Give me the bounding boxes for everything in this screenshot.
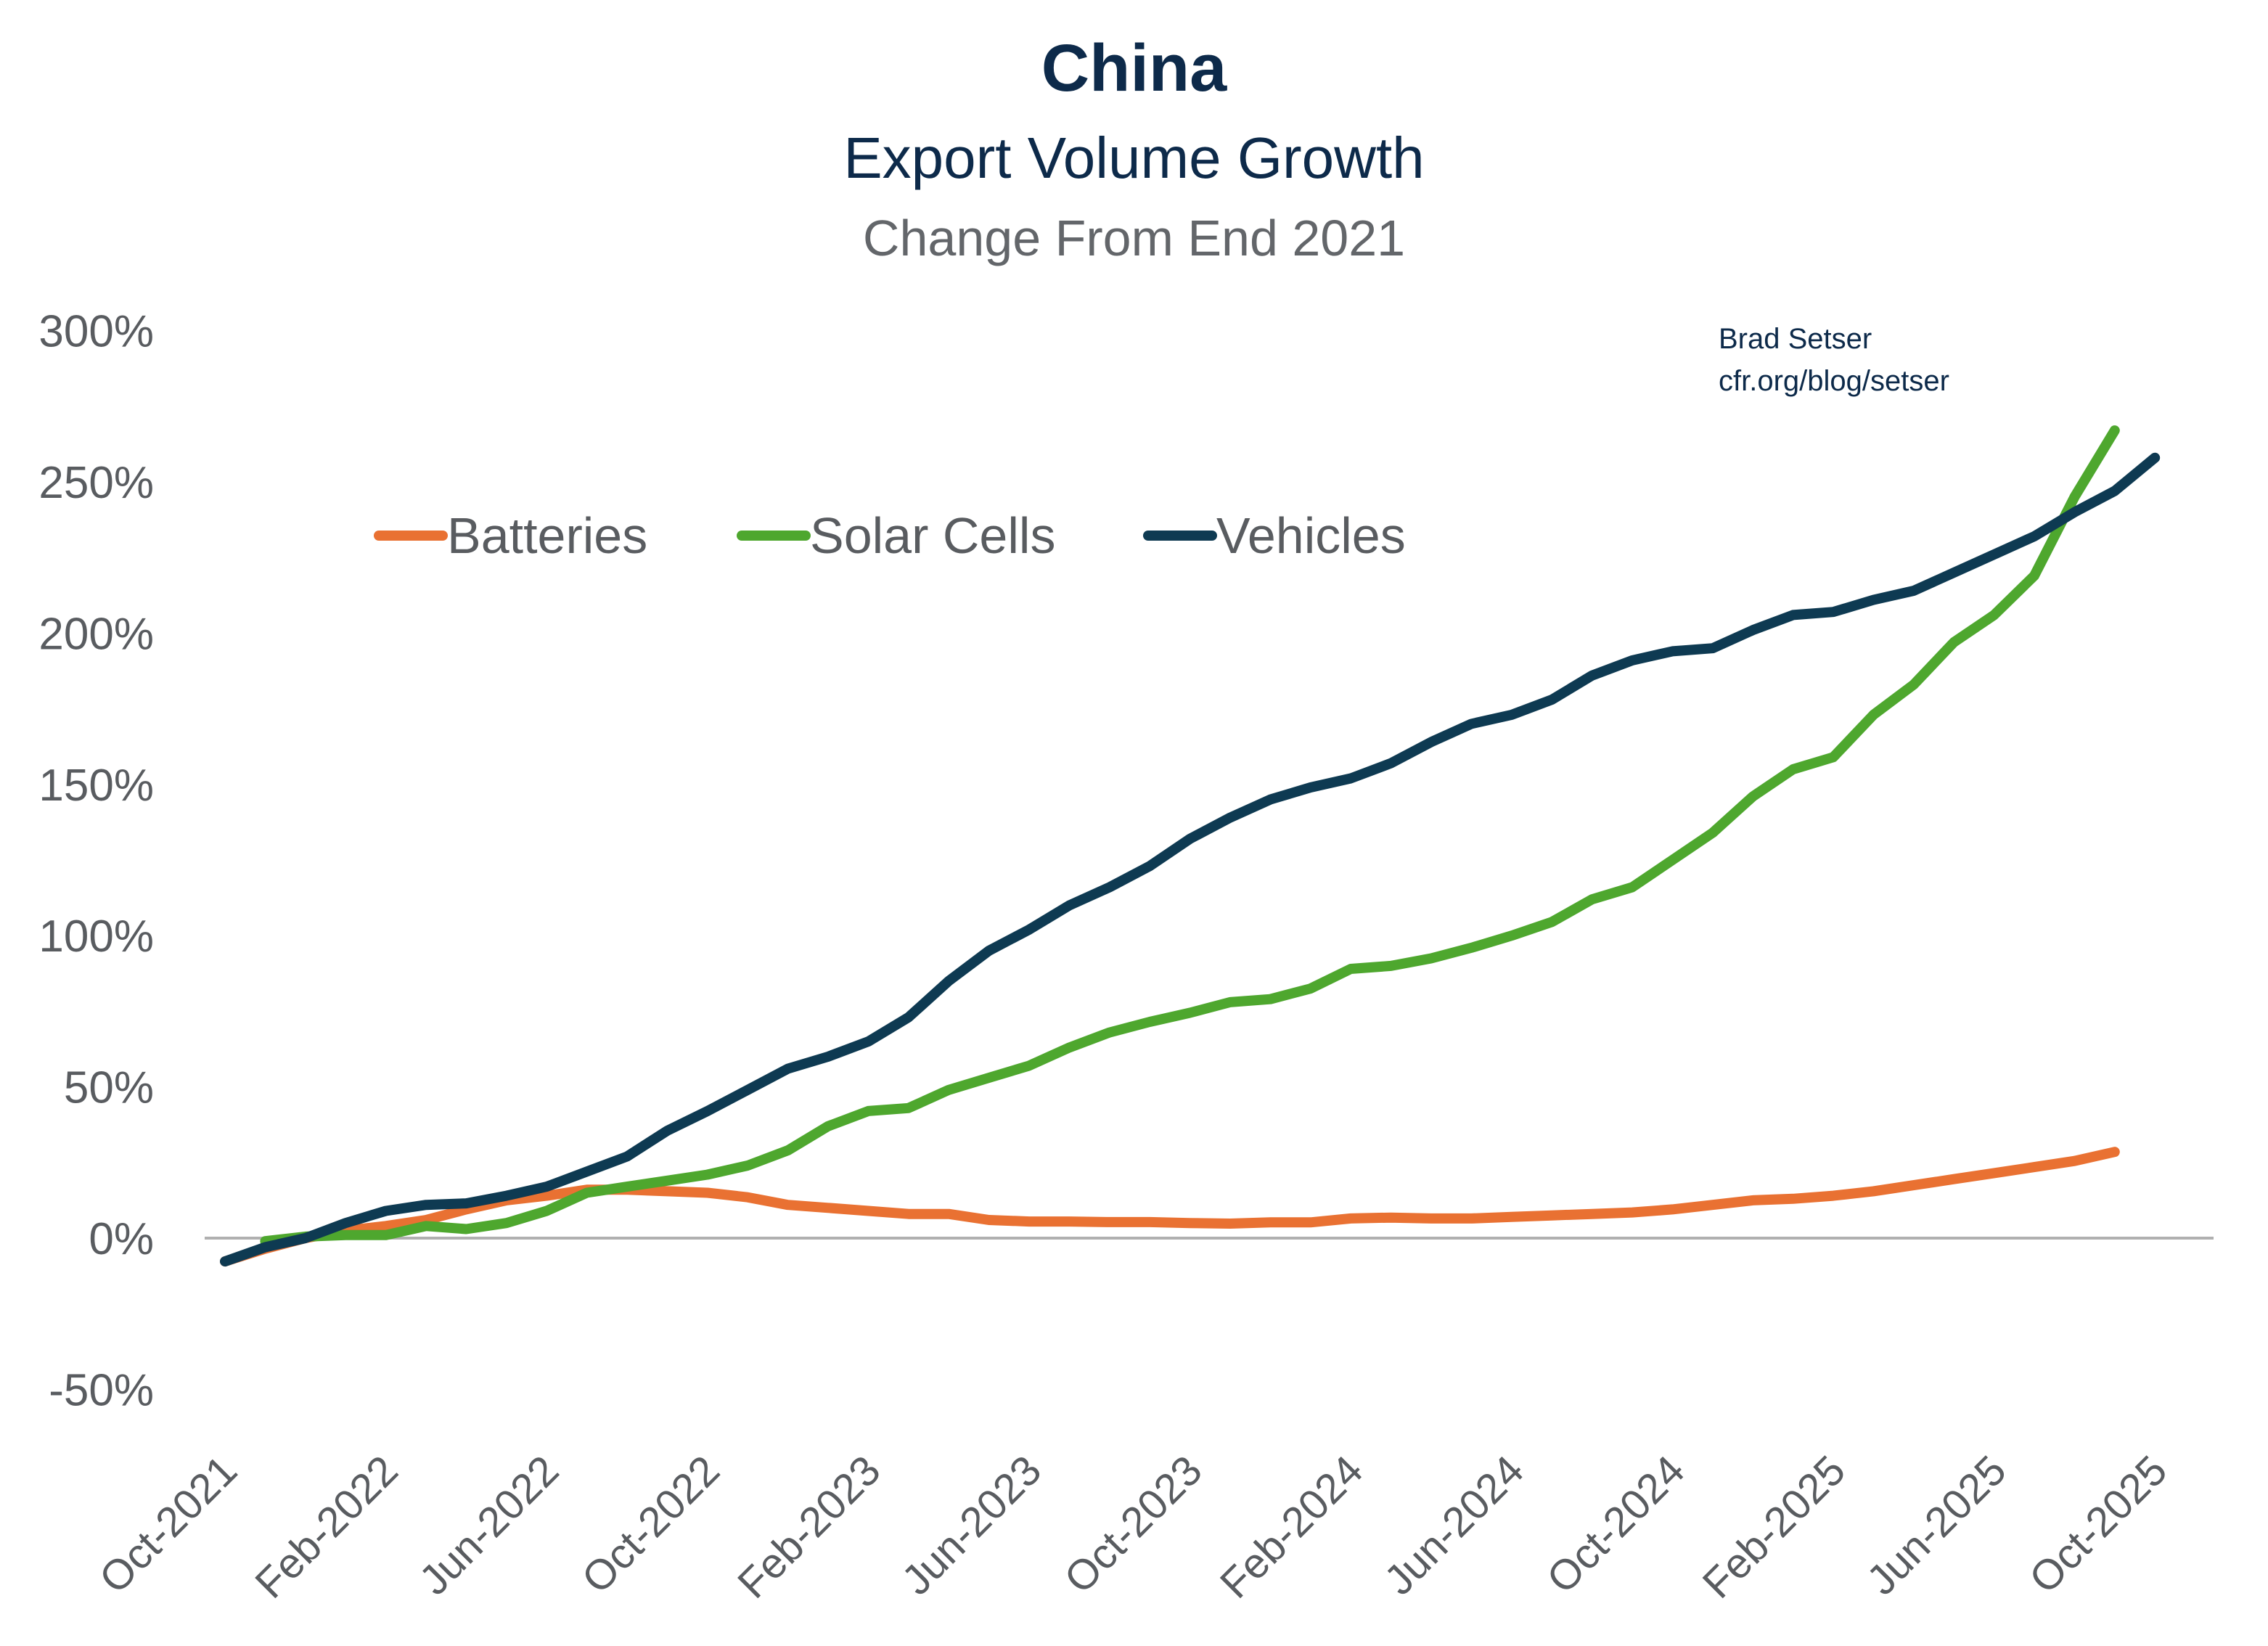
y-tick-label: 150%: [38, 761, 154, 811]
y-tick-label: 300%: [38, 307, 154, 357]
x-tick-label: Feb-2025: [1694, 1446, 1855, 1608]
x-tick-label: Jun-2025: [1858, 1446, 2015, 1604]
y-tick-label: 250%: [38, 458, 154, 508]
x-tick-label: Feb-2024: [1211, 1446, 1372, 1608]
y-axis: -50% 0% 50% 100% 150% 200% 250% 300%: [38, 307, 154, 1416]
x-tick-label: Oct-2024: [1538, 1446, 1694, 1602]
x-tick-label: Oct-2021: [91, 1446, 247, 1602]
legend-item-batteries: Batteries: [374, 507, 647, 564]
chart-subtitle: Export Volume Growth: [843, 126, 1425, 190]
y-tick-label: 200%: [38, 609, 154, 659]
y-tick-label: -50%: [49, 1365, 154, 1415]
credit-block: Brad Setser cfr.org/blog/setser: [1719, 318, 1949, 402]
legend-item-vehicles: Vehicles: [1143, 507, 1406, 564]
x-tick-label: Oct-2025: [2021, 1446, 2177, 1602]
y-tick-label: 0%: [89, 1214, 154, 1264]
legend-label: Batteries: [447, 507, 647, 564]
chart-title: China: [1041, 31, 1227, 105]
credit-author: Brad Setser: [1719, 323, 1872, 355]
legend: Batteries Solar Cells Vehicles: [374, 507, 1406, 564]
legend-item-solar-cells: Solar Cells: [737, 507, 1055, 564]
x-tick-label: Feb-2023: [729, 1446, 890, 1608]
x-tick-label: Jun-2023: [893, 1446, 1050, 1604]
x-tick-label: Jun-2022: [410, 1446, 568, 1604]
chart-subtitle-secondary: Change From End 2021: [862, 210, 1406, 266]
x-tick-label: Feb-2022: [246, 1446, 407, 1608]
series-lines: [220, 425, 2161, 1267]
x-tick-label: Oct-2022: [573, 1446, 729, 1602]
x-axis: Oct-2021 Feb-2022 Jun-2022 Oct-2022 Feb-2023…: [91, 1446, 2177, 1608]
series-line-batteries: [220, 1147, 2120, 1267]
series-line-vehicles: [220, 452, 2161, 1267]
credit-url: cfr.org/blog/setser: [1719, 365, 1949, 397]
legend-label: Solar Cells: [810, 507, 1055, 564]
y-tick-label: 100%: [38, 912, 154, 962]
x-tick-label: Jun-2024: [1375, 1446, 1533, 1604]
x-tick-label: Oct-2023: [1055, 1446, 1211, 1602]
legend-label: Vehicles: [1216, 507, 1406, 564]
y-tick-label: 50%: [64, 1063, 154, 1113]
